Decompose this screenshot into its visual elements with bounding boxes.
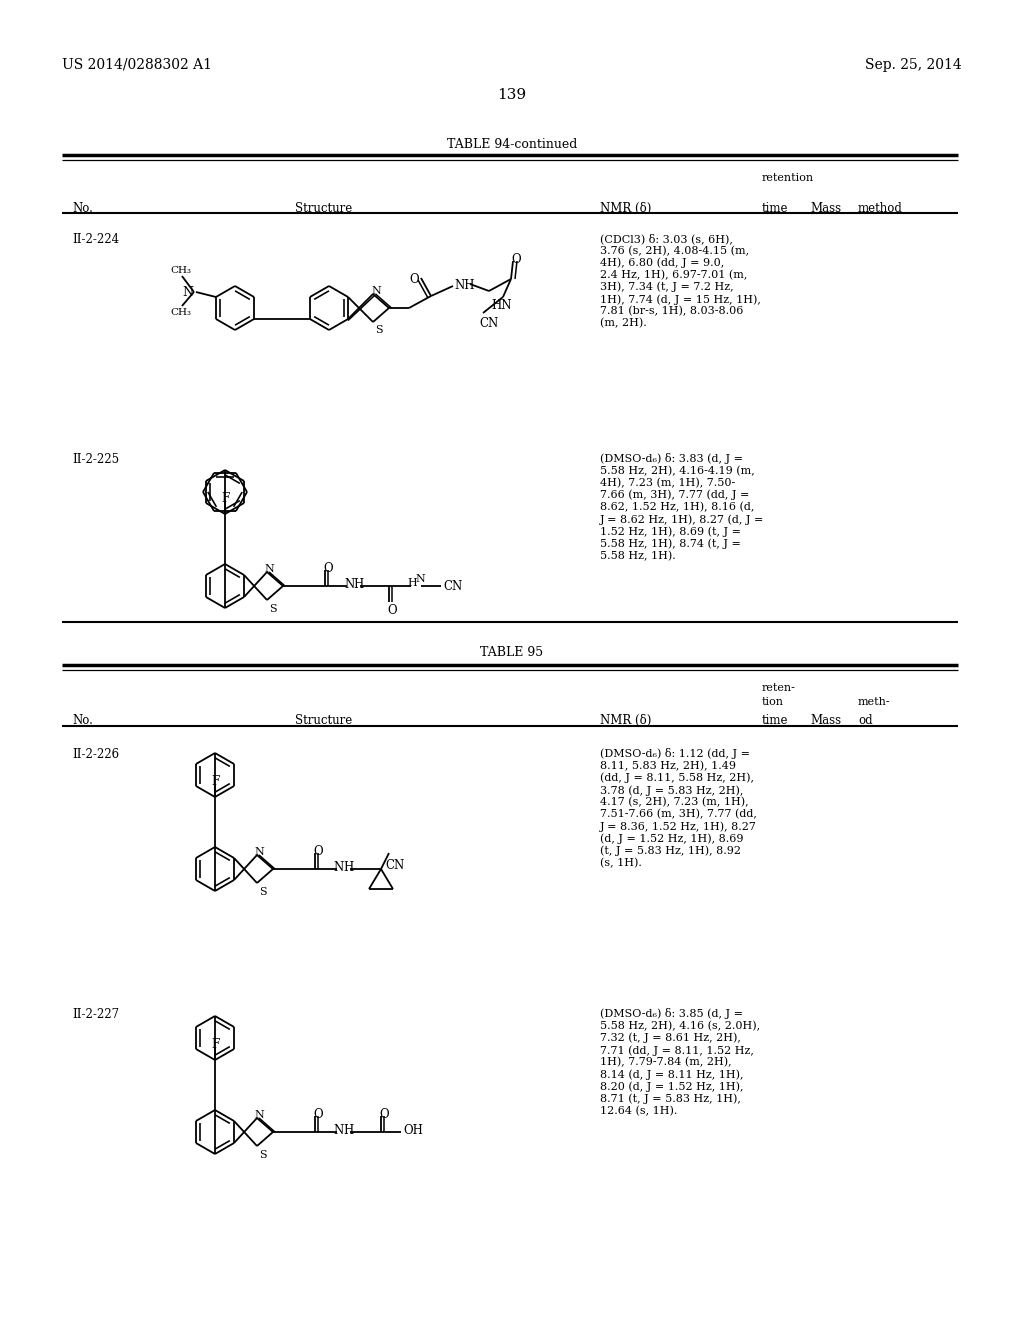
Text: F: F [211, 775, 219, 788]
Text: N: N [371, 286, 381, 296]
Text: II-2-226: II-2-226 [72, 748, 119, 762]
Text: H: H [353, 578, 364, 591]
Text: N: N [182, 286, 193, 300]
Text: time: time [762, 202, 788, 215]
Text: F: F [221, 492, 229, 506]
Text: retention: retention [762, 173, 814, 183]
Text: N: N [415, 574, 425, 583]
Text: N: N [254, 1110, 264, 1119]
Text: (DMSO-d₆) δ: 1.12 (dd, J =
8.11, 5.83 Hz, 2H), 1.49
(dd, J = 8.11, 5.58 Hz, 2H),: (DMSO-d₆) δ: 1.12 (dd, J = 8.11, 5.83 Hz… [600, 748, 757, 869]
Text: TABLE 94-continued: TABLE 94-continued [446, 139, 578, 150]
Text: CH₃: CH₃ [170, 308, 190, 317]
Text: O: O [387, 605, 396, 616]
Text: meth-: meth- [858, 697, 891, 708]
Text: Structure: Structure [295, 714, 352, 727]
Text: N: N [344, 578, 354, 591]
Text: (CDCl3) δ: 3.03 (s, 6H),
3.76 (s, 2H), 4.08-4.15 (m,
4H), 6.80 (dd, J = 9.0,
2.4: (CDCl3) δ: 3.03 (s, 6H), 3.76 (s, 2H), 4… [600, 234, 761, 329]
Text: tion: tion [762, 697, 784, 708]
Text: time: time [762, 714, 788, 727]
Text: H: H [407, 578, 417, 587]
Text: S: S [269, 605, 276, 614]
Text: Mass: Mass [810, 202, 841, 215]
Text: O: O [511, 253, 520, 267]
Text: No.: No. [72, 202, 93, 215]
Text: O: O [313, 845, 323, 858]
Text: TABLE 95: TABLE 95 [480, 645, 544, 659]
Text: Sep. 25, 2014: Sep. 25, 2014 [865, 58, 962, 73]
Text: method: method [858, 202, 903, 215]
Text: O: O [313, 1107, 323, 1121]
Text: N: N [333, 861, 343, 874]
Text: reten-: reten- [762, 682, 796, 693]
Text: S: S [259, 887, 266, 898]
Text: H: H [343, 1125, 353, 1137]
Text: F: F [211, 1038, 219, 1051]
Text: S: S [375, 325, 383, 335]
Text: Structure: Structure [295, 202, 352, 215]
Text: Mass: Mass [810, 714, 841, 727]
Text: NMR (δ): NMR (δ) [600, 202, 651, 215]
Text: od: od [858, 714, 872, 727]
Text: CH₃: CH₃ [170, 267, 190, 275]
Text: O: O [379, 1107, 389, 1121]
Text: (DMSO-d₆) δ: 3.85 (d, J =
5.58 Hz, 2H), 4.16 (s, 2.0H),
7.32 (t, J = 8.61 Hz, 2H: (DMSO-d₆) δ: 3.85 (d, J = 5.58 Hz, 2H), … [600, 1008, 760, 1117]
Text: N: N [264, 564, 273, 574]
Text: N: N [254, 847, 264, 857]
Text: OH: OH [403, 1125, 423, 1137]
Text: (DMSO-d₆) δ: 3.83 (d, J =
5.58 Hz, 2H), 4.16-4.19 (m,
4H), 7.23 (m, 1H), 7.50-
7: (DMSO-d₆) δ: 3.83 (d, J = 5.58 Hz, 2H), … [600, 453, 764, 561]
Text: CN: CN [443, 579, 462, 593]
Text: HN: HN [490, 300, 512, 312]
Text: US 2014/0288302 A1: US 2014/0288302 A1 [62, 58, 212, 73]
Text: S: S [259, 1150, 266, 1160]
Text: H: H [343, 861, 353, 874]
Text: II-2-225: II-2-225 [72, 453, 119, 466]
Text: CN: CN [479, 317, 499, 330]
Text: N: N [333, 1125, 343, 1137]
Text: II-2-227: II-2-227 [72, 1008, 119, 1020]
Text: O: O [323, 562, 333, 576]
Text: No.: No. [72, 714, 93, 727]
Text: 139: 139 [498, 88, 526, 102]
Text: CN: CN [385, 859, 404, 873]
Text: NH: NH [454, 279, 474, 292]
Text: O: O [409, 273, 419, 286]
Text: II-2-224: II-2-224 [72, 234, 119, 246]
Text: NMR (δ): NMR (δ) [600, 714, 651, 727]
